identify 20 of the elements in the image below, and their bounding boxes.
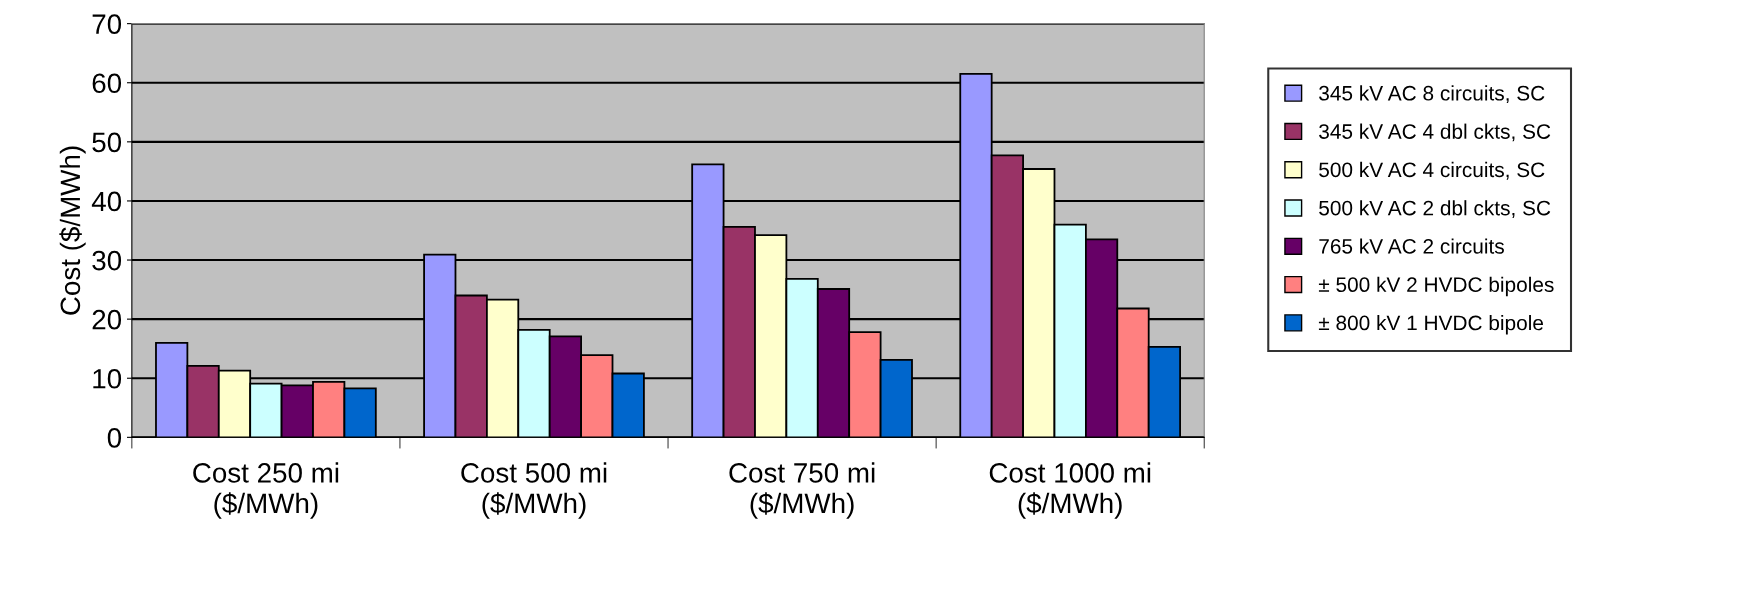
legend-label: 500 kV AC 2 dbl ckts, SC (1319, 200, 1551, 218)
legend-label: 345 kV AC 8 circuits, SC (1319, 85, 1545, 104)
y-tick-label: 50 (92, 132, 122, 153)
x-tick-label: Cost 500 mi ($/MWh) (461, 462, 607, 519)
y-tick-label: 60 (92, 73, 122, 94)
legend-label: ± 800 kV 1 HVDC bipole (1318, 314, 1544, 335)
x-tick-label: Cost 750 mi ($/MWh) (729, 462, 875, 519)
y-tick-label: 20 (92, 309, 122, 330)
y-tick-label: 0 (107, 428, 122, 448)
y-tick-label: 70 (92, 14, 122, 34)
legend-label: 500 kV AC 4 circuits, SC (1319, 161, 1545, 180)
legend-label: 345 kV AC 4 dbl ckts, SC (1319, 123, 1551, 142)
x-tick-label: Cost 250 mi ($/MWh) (193, 462, 339, 519)
y-tick-label: 40 (91, 191, 122, 212)
y-tick-label: 30 (92, 250, 122, 271)
legend-label: ± 500 kV 2 HVDC bipoles (1318, 276, 1554, 297)
x-tick-label: Cost 1000 mi ($/MWh) (989, 462, 1151, 519)
y-tick-label: 10 (93, 368, 122, 389)
y-axis-title: Cost ($/MWh) (59, 146, 86, 315)
legend-label: 765 kV AC 2 circuits (1319, 238, 1504, 254)
